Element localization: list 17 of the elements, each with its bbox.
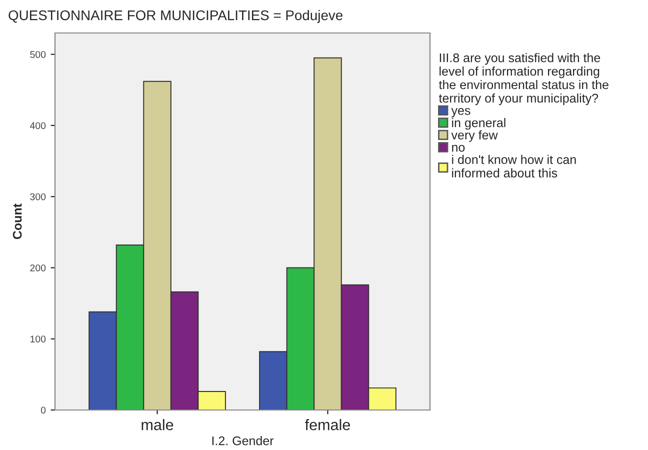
y-tick-label: 0	[40, 406, 46, 414]
x-tick-label: female	[305, 419, 350, 430]
legend-label: very few	[451, 130, 498, 142]
chart-title: QUESTIONNAIRE FOR MUNICIPALITIES = Podujeve	[8, 10, 342, 23]
x-tick-label: male	[142, 419, 174, 430]
legend-title: III.8 are you satisfied with the level of information regarding the environmental status in the territory of your municipality?	[438, 53, 608, 106]
legend-label: i don't know how it can informed about this	[452, 154, 576, 178]
x-axis-title: I.2. Gender	[212, 436, 274, 446]
legend-label: in general	[452, 118, 506, 130]
y-axis-title: Count	[12, 204, 22, 240]
legend-label: yes	[451, 108, 470, 118]
y-tick-label: 200	[30, 264, 46, 272]
legend-label: no	[452, 144, 465, 152]
y-tick-label: 500	[30, 51, 46, 58]
y-tick-label: 400	[30, 122, 46, 130]
y-tick-label: 300	[30, 193, 46, 200]
y-tick-label: 100	[30, 336, 46, 342]
